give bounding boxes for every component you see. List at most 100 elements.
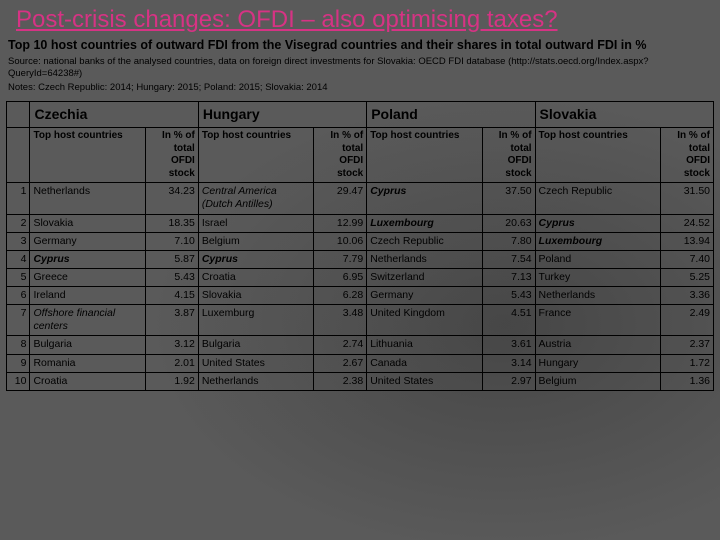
value-cell: 3.36 — [661, 287, 714, 305]
value-cell: 5.43 — [146, 268, 199, 286]
value-cell: 37.50 — [482, 183, 535, 214]
rank-cell: 6 — [7, 287, 30, 305]
value-cell: 3.12 — [146, 336, 199, 354]
rank-cell: 5 — [7, 268, 30, 286]
rank-cell: 2 — [7, 214, 30, 232]
value-cell: 3.87 — [146, 305, 199, 336]
host-cell: Netherlands — [367, 250, 483, 268]
col-header-val: In % of total OFDI stock — [482, 128, 535, 183]
value-cell: 7.54 — [482, 250, 535, 268]
value-cell: 2.67 — [314, 354, 367, 372]
host-cell: Central America (Dutch Antilles) — [198, 183, 314, 214]
host-cell: Lithuania — [367, 336, 483, 354]
host-cell: Canada — [367, 354, 483, 372]
value-cell: 2.38 — [314, 372, 367, 390]
col-header-host: Top host countries — [198, 128, 314, 183]
value-cell: 13.94 — [661, 232, 714, 250]
col-header-host: Top host countries — [535, 128, 661, 183]
page-title: Post-crisis changes: OFDI – also optimis… — [0, 0, 720, 36]
value-cell: 1.92 — [146, 372, 199, 390]
blank-cell — [7, 101, 30, 128]
value-cell: 6.28 — [314, 287, 367, 305]
rank-cell: 10 — [7, 372, 30, 390]
value-cell: 12.99 — [314, 214, 367, 232]
host-cell: Croatia — [30, 372, 146, 390]
value-cell: 2.49 — [661, 305, 714, 336]
table-row: 4Cyprus5.87Cyprus7.79Netherlands7.54Pola… — [7, 250, 714, 268]
host-cell: United States — [367, 372, 483, 390]
value-cell: 7.80 — [482, 232, 535, 250]
rank-cell: 4 — [7, 250, 30, 268]
host-cell: Bulgaria — [30, 336, 146, 354]
value-cell: 6.95 — [314, 268, 367, 286]
host-cell: Slovakia — [30, 214, 146, 232]
host-cell: Slovakia — [198, 287, 314, 305]
value-cell: 7.13 — [482, 268, 535, 286]
host-cell: Cyprus — [535, 214, 661, 232]
notes-text: Notes: Czech Republic: 2014; Hungary: 20… — [0, 81, 720, 99]
host-cell: Belgium — [198, 232, 314, 250]
source-text: Source: national banks of the analysed c… — [0, 55, 720, 81]
rank-cell: 8 — [7, 336, 30, 354]
host-cell: Luxembourg — [535, 232, 661, 250]
host-cell: United States — [198, 354, 314, 372]
host-cell: Luxemburg — [198, 305, 314, 336]
value-cell: 2.37 — [661, 336, 714, 354]
host-cell: United Kingdom — [367, 305, 483, 336]
value-cell: 20.63 — [482, 214, 535, 232]
country-header-hungary: Hungary — [198, 101, 366, 128]
col-header-val: In % of total OFDI stock — [661, 128, 714, 183]
host-cell: Cyprus — [198, 250, 314, 268]
host-cell: Turkey — [535, 268, 661, 286]
table-row: Top host countries In % of total OFDI st… — [7, 128, 714, 183]
value-cell: 29.47 — [314, 183, 367, 214]
country-header-poland: Poland — [367, 101, 535, 128]
blank-cell — [7, 128, 30, 183]
host-cell: Czech Republic — [535, 183, 661, 214]
rank-cell: 3 — [7, 232, 30, 250]
host-cell: Greece — [30, 268, 146, 286]
value-cell: 3.61 — [482, 336, 535, 354]
col-header-host: Top host countries — [30, 128, 146, 183]
value-cell: 31.50 — [661, 183, 714, 214]
value-cell: 4.15 — [146, 287, 199, 305]
host-cell: France — [535, 305, 661, 336]
host-cell: Luxembourg — [367, 214, 483, 232]
rank-cell: 9 — [7, 354, 30, 372]
value-cell: 24.52 — [661, 214, 714, 232]
value-cell: 7.40 — [661, 250, 714, 268]
host-cell: Netherlands — [30, 183, 146, 214]
host-cell: Cyprus — [367, 183, 483, 214]
value-cell: 7.79 — [314, 250, 367, 268]
host-cell: Romania — [30, 354, 146, 372]
subtitle: Top 10 host countries of outward FDI fro… — [0, 36, 720, 55]
table-row: 1Netherlands34.23Central America (Dutch … — [7, 183, 714, 214]
host-cell: Czech Republic — [367, 232, 483, 250]
value-cell: 2.74 — [314, 336, 367, 354]
value-cell: 1.36 — [661, 372, 714, 390]
host-cell: Israel — [198, 214, 314, 232]
col-header-val: In % of total OFDI stock — [314, 128, 367, 183]
value-cell: 5.43 — [482, 287, 535, 305]
value-cell: 7.10 — [146, 232, 199, 250]
value-cell: 3.14 — [482, 354, 535, 372]
col-header-host: Top host countries — [367, 128, 483, 183]
value-cell: 2.01 — [146, 354, 199, 372]
rank-cell: 1 — [7, 183, 30, 214]
col-header-val: In % of total OFDI stock — [146, 128, 199, 183]
host-cell: Ireland — [30, 287, 146, 305]
value-cell: 10.06 — [314, 232, 367, 250]
ofdi-table: Czechia Hungary Poland Slovakia Top host… — [6, 101, 714, 391]
table-row: 10Croatia1.92Netherlands2.38United State… — [7, 372, 714, 390]
host-cell: Germany — [367, 287, 483, 305]
table-row: Czechia Hungary Poland Slovakia — [7, 101, 714, 128]
country-header-slovakia: Slovakia — [535, 101, 713, 128]
host-cell: Bulgaria — [198, 336, 314, 354]
country-header-czechia: Czechia — [30, 101, 198, 128]
host-cell: Netherlands — [198, 372, 314, 390]
value-cell: 18.35 — [146, 214, 199, 232]
table-row: 5Greece5.43Croatia6.95Switzerland7.13Tur… — [7, 268, 714, 286]
host-cell: Cyprus — [30, 250, 146, 268]
host-cell: Poland — [535, 250, 661, 268]
table-row: 9Romania2.01United States2.67Canada3.14H… — [7, 354, 714, 372]
